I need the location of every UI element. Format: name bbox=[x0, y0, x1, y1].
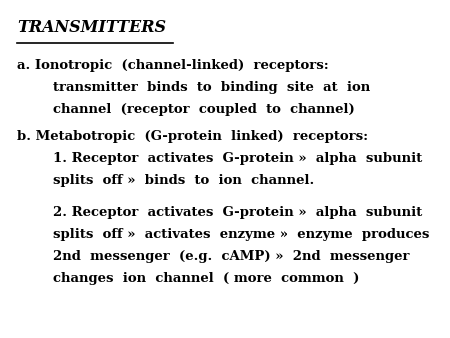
Text: 2nd  messenger  (e.g.  cAMP) »  2nd  messenger: 2nd messenger (e.g. cAMP) » 2nd messenge… bbox=[53, 250, 410, 263]
Text: splits  off »  activates  enzyme »  enzyme  produces: splits off » activates enzyme » enzyme p… bbox=[53, 228, 429, 241]
Text: 1. Receptor  activates  G-protein »  alpha  subunit: 1. Receptor activates G-protein » alpha … bbox=[53, 152, 423, 165]
Text: changes  ion  channel  ( more  common  ): changes ion channel ( more common ) bbox=[53, 272, 360, 285]
Text: a. Ionotropic  (channel-linked)  receptors:: a. Ionotropic (channel-linked) receptors… bbox=[17, 59, 329, 72]
Text: 2. Receptor  activates  G-protein »  alpha  subunit: 2. Receptor activates G-protein » alpha … bbox=[53, 206, 423, 219]
Text: TRANSMITTERS: TRANSMITTERS bbox=[17, 19, 166, 35]
Text: b. Metabotropic  (G-protein  linked)  receptors:: b. Metabotropic (G-protein linked) recep… bbox=[17, 130, 368, 143]
Text: channel  (receptor  coupled  to  channel): channel (receptor coupled to channel) bbox=[53, 103, 355, 116]
Text: transmitter  binds  to  binding  site  at  ion: transmitter binds to binding site at ion bbox=[53, 81, 370, 94]
Text: splits  off »  binds  to  ion  channel.: splits off » binds to ion channel. bbox=[53, 174, 315, 187]
